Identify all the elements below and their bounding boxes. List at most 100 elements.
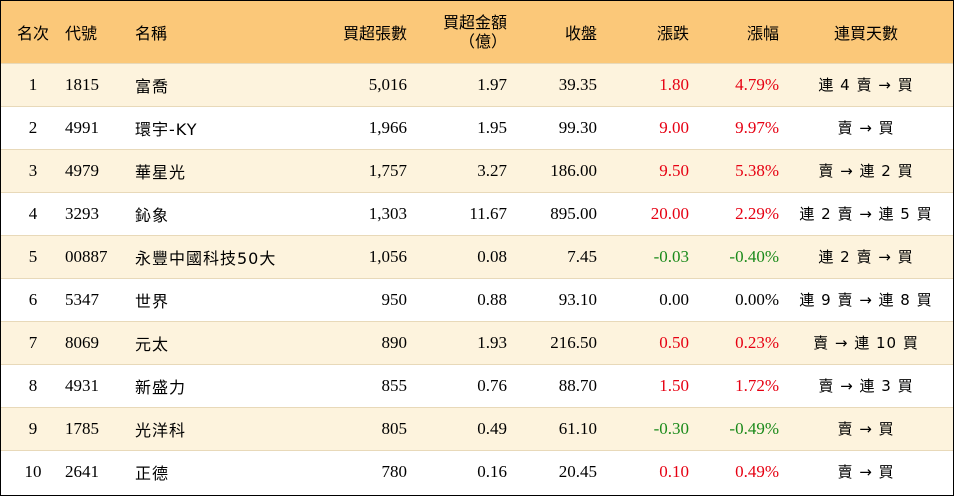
- cell-close: 186.00: [550, 160, 597, 180]
- cell-net-buy-shares: 5,016: [368, 74, 407, 94]
- cell-net-buy-amount: 0.08: [477, 246, 507, 266]
- cell-rank: 1: [28, 74, 38, 94]
- header-close: 收盤: [564, 23, 597, 43]
- cell-change-pct: 0.00%: [735, 289, 779, 309]
- cell-close: 39.35: [558, 74, 597, 94]
- cell-net-buy-amount: 11.67: [469, 203, 507, 223]
- cell-change: 0.50: [659, 332, 689, 352]
- cell-net-buy-shares: 1,056: [368, 246, 407, 266]
- cell-consecutive-days: 連 2 賣 → 連 5 買: [799, 205, 933, 223]
- header-net-buy-shares: 買超張數: [342, 23, 407, 43]
- cell-change-pct: 1.72%: [735, 375, 779, 395]
- cell-net-buy-shares: 950: [381, 289, 408, 309]
- cell-consecutive-days: 連 9 賣 → 連 8 買: [799, 291, 933, 309]
- cell-consecutive-days: 賣 → 連 3 買: [818, 377, 914, 395]
- table-row: 6 5347 世界 950 0.88 93.10 0.00 0.00% 連 9 賣 → 連 8 …: [1, 278, 953, 321]
- table-row: 3 4979 華星光 1,757 3.27 186.00 9.50 5.38% 賣 → 連 2 …: [1, 149, 953, 192]
- cell-rank: 2: [28, 117, 38, 137]
- cell-net-buy-shares: 1,303: [368, 203, 407, 223]
- cell-name: 光洋科: [135, 420, 187, 440]
- cell-consecutive-days: 賣 → 買: [837, 420, 895, 438]
- cell-code: 5347: [65, 289, 99, 309]
- cell-consecutive-days: 連 2 賣 → 買: [818, 248, 914, 266]
- cell-net-buy-amount: 3.27: [477, 160, 507, 180]
- table-row: 4 3293 鈊象 1,303 11.67 895.00 20.00 2.29% 連 2 賣 →…: [1, 192, 953, 235]
- cell-consecutive-days: 賣 → 連 2 買: [818, 162, 914, 180]
- cell-code: 4931: [65, 375, 99, 395]
- cell-close: 61.10: [558, 418, 597, 438]
- cell-close: 7.45: [567, 246, 597, 266]
- table-row: 5 00887 永豐中國科技50大 1,056 0.08 7.45 -0.03 -0.40% 連…: [1, 235, 953, 278]
- cell-code: 4991: [65, 117, 99, 137]
- cell-close: 99.30: [558, 117, 597, 137]
- cell-net-buy-amount: 0.16: [477, 461, 507, 481]
- cell-change-pct: 0.49%: [735, 461, 779, 481]
- table-row: 9 1785 光洋科 805 0.49 61.10 -0.30 -0.49% 賣 → 買: [1, 407, 953, 450]
- cell-close: 93.10: [558, 289, 597, 309]
- table-header: 名次 代號 名稱 買超張數 買超金額 （億） 收盤 漲跌 漲幅 連買天數: [1, 1, 953, 63]
- header-net-buy-amount: 買超金額 （億）: [407, 1, 507, 63]
- cell-net-buy-shares: 780: [381, 461, 408, 481]
- cell-rank: 5: [28, 246, 38, 266]
- header-net-buy-amount-line1: 買超金額: [442, 12, 507, 32]
- cell-code: 3293: [65, 203, 99, 223]
- cell-change-pct: 4.79%: [735, 74, 779, 94]
- header-consecutive-days: 連買天數: [833, 23, 898, 43]
- cell-rank: 9: [28, 418, 38, 438]
- cell-rank: 10: [24, 461, 42, 481]
- cell-change: 0.00: [659, 289, 689, 309]
- header-net-buy-amount-line2: （億）: [458, 31, 507, 51]
- cell-consecutive-days: 賣 → 連 10 買: [813, 334, 919, 352]
- cell-net-buy-shares: 805: [381, 418, 408, 438]
- cell-change: 1.50: [659, 375, 689, 395]
- cell-name: 新盛力: [135, 377, 187, 397]
- header-rank: 名次: [16, 23, 49, 43]
- cell-code: 8069: [65, 332, 99, 352]
- cell-code: 00887: [65, 246, 108, 266]
- cell-net-buy-shares: 1,757: [368, 160, 407, 180]
- cell-name: 正德: [135, 463, 170, 483]
- cell-name: 華星光: [135, 162, 187, 182]
- cell-change: 0.10: [659, 461, 689, 481]
- cell-close: 216.50: [550, 332, 597, 352]
- header-change: 漲跌: [656, 23, 689, 43]
- cell-rank: 8: [28, 375, 38, 395]
- cell-change-pct: 5.38%: [735, 160, 779, 180]
- cell-consecutive-days: 賣 → 買: [837, 463, 895, 482]
- cell-change-pct: -0.49%: [729, 418, 779, 438]
- cell-code: 2641: [65, 461, 99, 481]
- cell-change-pct: -0.40%: [729, 246, 779, 266]
- cell-close: 895.00: [550, 203, 597, 223]
- cell-name: 元太: [135, 334, 170, 354]
- table-row: 2 4991 環宇-KY 1,966 1.95 99.30 9.00 9.97% 賣 → 買: [1, 106, 953, 149]
- header-change-pct: 漲幅: [746, 23, 779, 43]
- cell-code: 1815: [65, 74, 99, 94]
- cell-net-buy-amount: 1.93: [477, 332, 507, 352]
- cell-net-buy-amount: 0.76: [477, 375, 507, 395]
- cell-change: 20.00: [650, 203, 689, 223]
- table-row: 7 8069 元太 890 1.93 216.50 0.50 0.23% 賣 → 連 10 買: [1, 321, 953, 364]
- cell-name: 富喬: [135, 76, 170, 96]
- cell-net-buy-amount: 0.88: [477, 289, 507, 309]
- cell-change: 9.50: [659, 160, 689, 180]
- header-name: 名稱: [135, 23, 168, 43]
- cell-name: 環宇-KY: [135, 119, 198, 139]
- cell-net-buy-shares: 890: [381, 332, 408, 352]
- table-row: 8 4931 新盛力 855 0.76 88.70 1.50 1.72% 賣 → 連 3 買: [1, 364, 953, 407]
- table-row: 1 1815 富喬 5,016 1.97 39.35 1.80 4.79% 連 4 賣 → 買: [1, 63, 953, 106]
- cell-name: 永豐中國科技50大: [135, 248, 277, 268]
- cell-net-buy-shares: 1,966: [368, 117, 407, 137]
- cell-change-pct: 0.23%: [735, 332, 779, 352]
- header-row: 名次 代號 名稱 買超張數 買超金額 （億） 收盤 漲跌 漲幅 連買天數: [1, 1, 953, 63]
- cell-change-pct: 9.97%: [735, 117, 779, 137]
- cell-net-buy-shares: 855: [381, 375, 408, 395]
- cell-change: -0.03: [653, 246, 689, 266]
- cell-net-buy-amount: 1.95: [477, 117, 507, 137]
- cell-code: 1785: [65, 418, 99, 438]
- cell-close: 20.45: [558, 461, 597, 481]
- header-code: 代號: [65, 23, 98, 43]
- cell-change-pct: 2.29%: [735, 203, 779, 223]
- cell-rank: 3: [28, 160, 38, 180]
